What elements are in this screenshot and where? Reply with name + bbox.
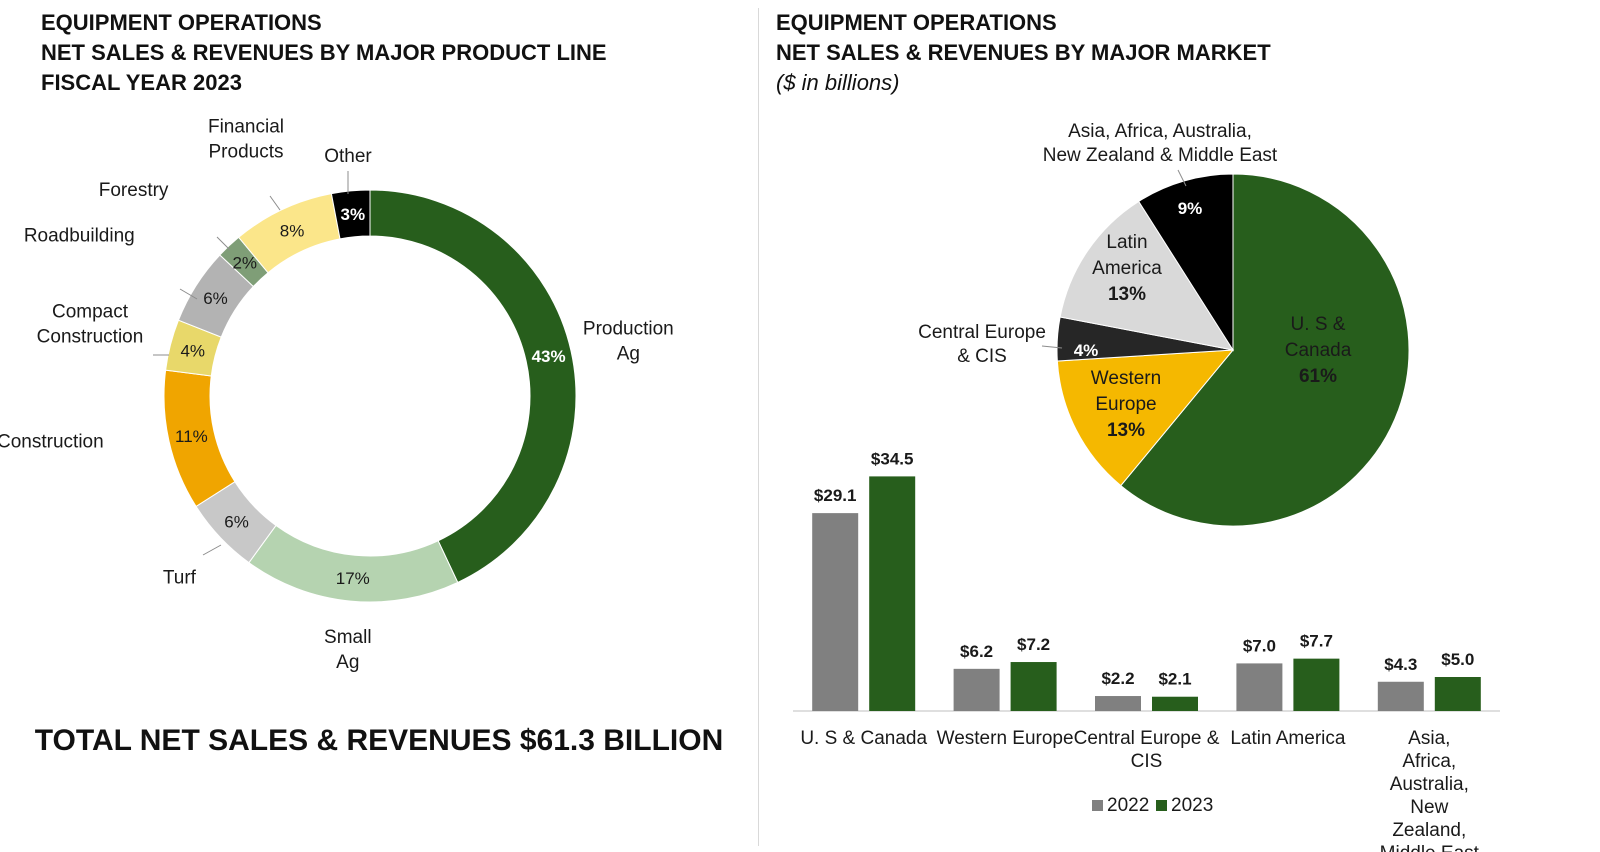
legend-label-2023: 2023: [1171, 795, 1213, 816]
legend-swatch-2022: [1092, 800, 1103, 811]
pie-slice-u-s-canada: [1120, 173, 1410, 527]
donut-label-small-ag: Small Ag: [324, 627, 372, 673]
bar-value-2022-u-s-canada: $29.1: [814, 486, 857, 505]
leader-line-turf: [202, 544, 222, 556]
donut-pct-turf: 6%: [224, 512, 249, 531]
pie-slice-latin-america: [1059, 200, 1235, 351]
donut-label-financial-products: Financial Products: [208, 116, 284, 162]
right-title-subtitle: ($ in billions): [776, 70, 900, 95]
bar-2022-central-europe-cis: [1095, 696, 1141, 711]
bar-category-asia-africa-australia-new-zealand-middle-east: Asia,Africa,Australia,NewZealand,Middle …: [1380, 728, 1480, 852]
left-title-line-3: FISCAL YEAR 2023: [41, 70, 242, 95]
donut-label-turf: Turf: [163, 568, 197, 589]
donut-label-compact-construction: Compact Construction: [37, 301, 144, 347]
pie-label-latin-america: Latin America 13%: [1092, 232, 1162, 305]
bar-2022-asia-africa-australia-new-zealand-middle-east: [1377, 681, 1424, 711]
bar-value-2023-u-s-canada: $34.5: [871, 449, 914, 468]
donut-pct-construction: 11%: [175, 427, 208, 446]
total-net-sales: TOTAL NET SALES & REVENUES $61.3 BILLION: [34, 724, 724, 757]
bar-value-2022-asia-africa-australia-new-zealand-middle-east: $4.3: [1384, 655, 1417, 674]
pie-label-u-s-canada: U. S & Canada 61%: [1285, 314, 1352, 387]
panel-divider: [758, 8, 759, 846]
left-title-line-2: NET SALES & REVENUES BY MAJOR PRODUCT LI…: [41, 40, 607, 65]
donut-pct-other: 3%: [340, 205, 365, 224]
leader-line-asia: [1177, 169, 1187, 187]
bar-value-2022-western-europe: $6.2: [960, 642, 993, 661]
bar-category-latin-america: Latin America: [1230, 728, 1346, 749]
bar-2023-latin-america: [1293, 658, 1340, 711]
donut-pct-small-ag: 17%: [336, 569, 370, 588]
left-chart-title: EQUIPMENT OPERATIONS NET SALES & REVENUE…: [41, 8, 607, 98]
donut-pct-production-ag: 43%: [532, 347, 566, 366]
donut-label-other: Other: [324, 146, 372, 167]
bar-category-western-europe: Western Europe: [937, 728, 1074, 749]
pie-label-central-europe-cis: Central Europe & CIS: [918, 322, 1046, 367]
right-title-line-1: EQUIPMENT OPERATIONS: [776, 10, 1057, 35]
donut-label-forestry: Forestry: [99, 180, 169, 201]
leader-line-forestry: [216, 236, 231, 251]
pie-slice-western-europe: [1056, 349, 1235, 487]
bar-value-2022-latin-america: $7.0: [1243, 636, 1276, 655]
left-title-line-1: EQUIPMENT OPERATIONS: [41, 10, 322, 35]
bar-2023-western-europe: [1010, 662, 1057, 711]
bar-value-2023-western-europe: $7.2: [1017, 635, 1050, 654]
bar-2023-central-europe-cis: [1152, 696, 1198, 711]
leader-line-financial-products: [269, 195, 281, 211]
pie-label-western-europe: Western Europe 13%: [1091, 368, 1161, 441]
legend-label-2022: 2022: [1107, 795, 1149, 816]
donut-label-production-ag: Production Ag: [583, 319, 674, 365]
legend-swatch-2023: [1156, 800, 1167, 811]
bar-value-2023-central-europe-cis: $2.1: [1158, 670, 1191, 689]
bar-2022-western-europe: [953, 668, 1000, 711]
donut-pct-roadbuilding: 6%: [203, 289, 228, 308]
right-chart-title: EQUIPMENT OPERATIONS NET SALES & REVENUE…: [776, 8, 1271, 98]
donut-label-roadbuilding: Roadbuilding: [24, 226, 135, 247]
bar-category-u-s-canada: U. S & Canada: [800, 728, 927, 749]
bar-2023-asia-africa-australia-new-zealand-middle-east: [1434, 677, 1481, 711]
bar-2022-latin-america: [1236, 663, 1283, 711]
pie-pct-asia-africa-australia-new-zealand-middle-east: 9%: [1178, 199, 1203, 218]
leader-line-roadbuilding: [179, 288, 198, 300]
leader-line-central-europe: [1041, 345, 1063, 349]
bar-value-2022-central-europe-cis: $2.2: [1101, 669, 1134, 688]
donut-pct-compact-construction: 4%: [180, 341, 205, 360]
donut-slice-small-ag: [248, 524, 459, 603]
donut-slice-production-ag: [369, 189, 577, 584]
donut-label-construction: Construction: [0, 431, 104, 452]
donut-pct-forestry: 2%: [232, 254, 257, 273]
donut-pct-financial-products: 8%: [280, 221, 305, 240]
donut-slice-other: [330, 189, 371, 240]
bar-value-2023-asia-africa-australia-new-zealand-middle-east: $5.0: [1441, 650, 1474, 669]
bar-2023-u-s-canada: [869, 476, 916, 711]
pie-label-asia-africa-australia: Asia, Africa, Australia, New Zealand & Mi…: [1043, 121, 1278, 166]
bar-value-2023-latin-america: $7.7: [1300, 632, 1333, 651]
bar-category-central-europe-cis: Central Europe & CIS: [1074, 728, 1220, 772]
right-title-line-2: NET SALES & REVENUES BY MAJOR MARKET: [776, 40, 1271, 65]
bar-2022-u-s-canada: [812, 513, 859, 711]
pie-pct-central-europe-cis: 4%: [1074, 341, 1099, 360]
